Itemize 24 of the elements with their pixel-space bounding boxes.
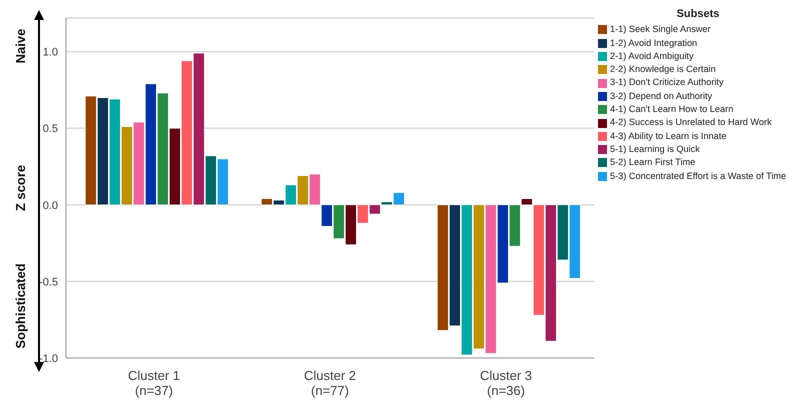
legend-label: 2-1) Avoid Ambiguity <box>610 50 694 63</box>
text: Sophisticated <box>13 263 28 349</box>
legend-label: 1-1) Seek Single Answer <box>610 23 711 36</box>
legend-label: 1-2) Avoid Integration <box>610 36 698 50</box>
legend-label: 4-1) Can't Learn How to Learn <box>610 103 734 116</box>
legend-label: 3-1) Don't Criticize Authority <box>610 76 724 90</box>
legend-label: 5-1) Learning is Quick <box>610 142 700 156</box>
text: Naive <box>13 28 28 64</box>
legend-label: 3-2) Depend on Authority <box>610 90 712 103</box>
x-tick-label: Cluster 3 (n=36) <box>480 368 532 398</box>
x-tick-label: Cluster 2 (n=77) <box>304 368 356 398</box>
y-axis-title: Z score <box>13 164 28 212</box>
legend-label: 5-2) Learn First Time <box>610 156 696 170</box>
y-tick-label: 0.5 <box>42 123 58 136</box>
y-tick-label: -0.5 <box>39 276 58 288</box>
legend-title: Subsets <box>676 8 720 22</box>
y-tick-label: -1.0 <box>39 352 58 365</box>
legend-label: 4-3) Ability to Learn is Innate <box>610 130 726 143</box>
y-tick-label: 0.0 <box>42 200 58 212</box>
x-tick-label: Cluster 1 (n=37) <box>128 368 180 398</box>
legend-label: 5-3) Concentrated Effort is a Waste of Time <box>610 170 786 183</box>
y-tick-label: 1.0 <box>42 46 58 59</box>
legend-label: 4-2) Success is Unrelated to Hard Work <box>610 116 772 130</box>
legend-label: 2-2) Knowledge is Certain <box>610 63 716 76</box>
